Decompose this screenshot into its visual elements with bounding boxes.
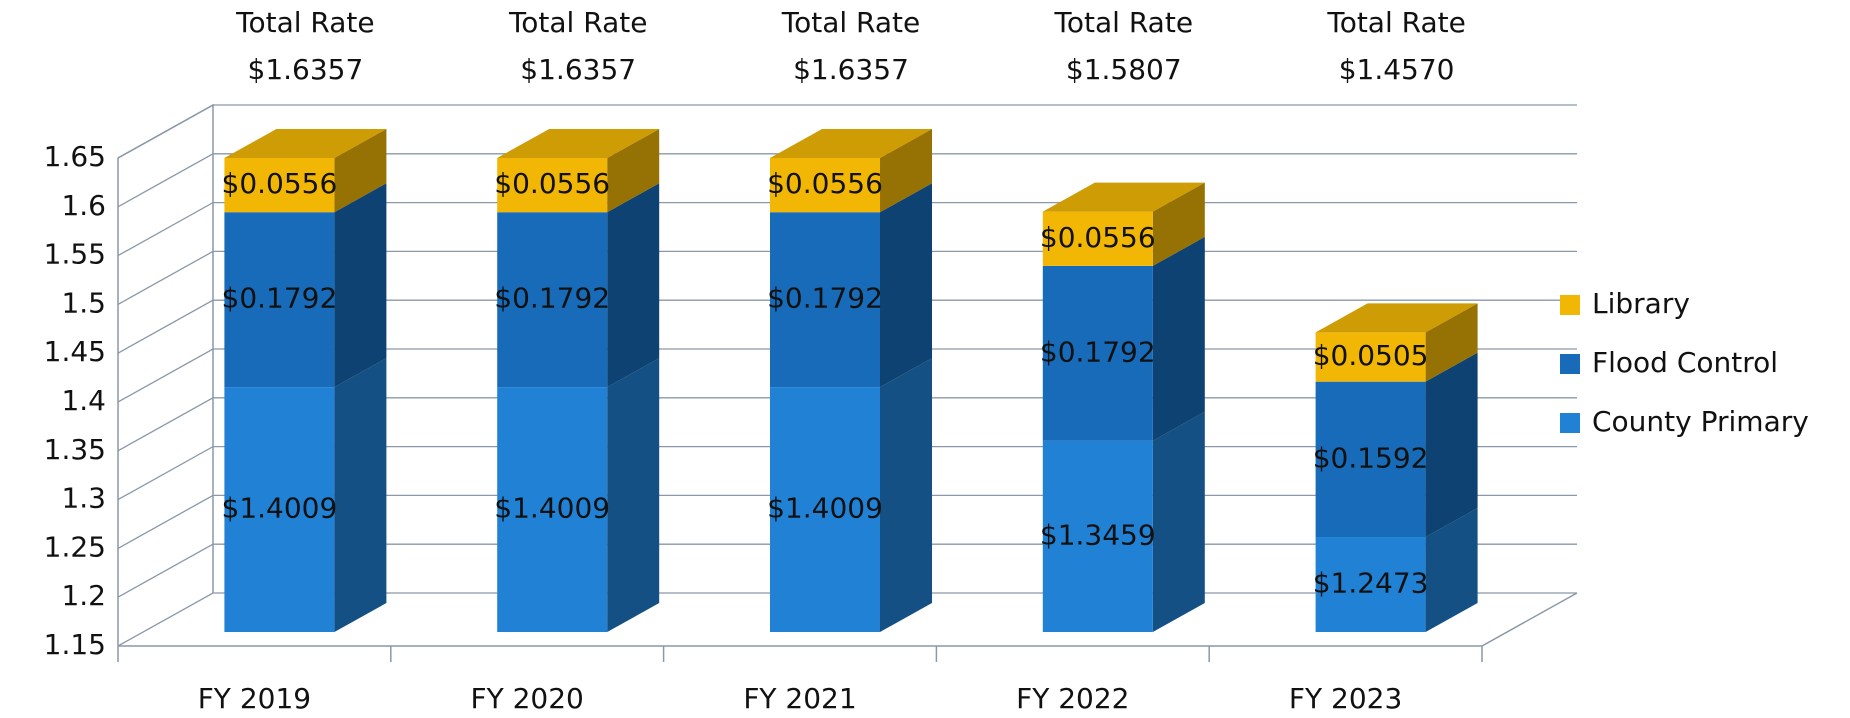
total-value: $1.4570 bbox=[1339, 53, 1455, 86]
total-value: $1.6357 bbox=[793, 53, 909, 86]
y-tick-label: 1.6 bbox=[61, 189, 106, 222]
value-label: $0.1792 bbox=[767, 282, 883, 315]
bar-side bbox=[334, 183, 387, 388]
y-tick-label: 1.3 bbox=[61, 482, 106, 515]
legend-label: County Primary bbox=[1592, 405, 1809, 438]
bar-top bbox=[497, 128, 660, 158]
bar-front bbox=[1042, 211, 1153, 266]
bar-side bbox=[1425, 508, 1478, 632]
y-tick-label: 1.25 bbox=[44, 530, 106, 563]
bar-side bbox=[1425, 303, 1478, 382]
legend-swatch bbox=[1560, 413, 1580, 433]
value-label: $0.1592 bbox=[1313, 441, 1429, 474]
value-label: $1.4009 bbox=[494, 492, 610, 525]
total-label: Total Rate bbox=[235, 6, 375, 39]
bar-side bbox=[607, 183, 660, 388]
value-label: $0.1792 bbox=[494, 282, 610, 315]
total-value: $1.5807 bbox=[1066, 53, 1182, 86]
legend-swatch bbox=[1560, 295, 1580, 315]
bar-front bbox=[497, 212, 608, 388]
x-tick-label: FY 2021 bbox=[743, 682, 856, 715]
y-tick-label: 1.15 bbox=[44, 628, 106, 661]
x-tick-label: FY 2020 bbox=[471, 682, 584, 715]
total-label: Total Rate bbox=[1326, 6, 1466, 39]
value-label: $1.4009 bbox=[767, 492, 883, 525]
bar-side bbox=[1152, 236, 1205, 441]
bar-top bbox=[1315, 303, 1478, 333]
total-value: $1.6357 bbox=[248, 53, 364, 86]
bar-top bbox=[1042, 182, 1205, 212]
value-label: $0.1792 bbox=[1040, 335, 1156, 368]
bar-front bbox=[770, 387, 880, 632]
bar-side bbox=[880, 183, 932, 388]
y-tick-label: 1.5 bbox=[61, 286, 106, 319]
x-tick-label: FY 2023 bbox=[1289, 682, 1402, 715]
back-wall-edge bbox=[117, 103, 214, 593]
x-tick-label: FY 2019 bbox=[198, 682, 311, 715]
bar-side bbox=[880, 358, 932, 632]
value-label: $0.0556 bbox=[494, 167, 610, 200]
bar-side bbox=[1425, 352, 1478, 538]
value-label: $1.4009 bbox=[222, 492, 338, 525]
bar-front bbox=[1315, 381, 1426, 538]
legend-label: Library bbox=[1592, 287, 1690, 320]
bar-front bbox=[1315, 537, 1426, 632]
total-value: $1.6357 bbox=[520, 53, 636, 86]
bar-front bbox=[497, 387, 608, 632]
bar-front bbox=[1042, 440, 1153, 632]
bar-front bbox=[1315, 332, 1426, 382]
total-label: Total Rate bbox=[508, 6, 648, 39]
bar-side bbox=[607, 128, 660, 213]
bar-front bbox=[224, 387, 335, 632]
value-label: $1.2473 bbox=[1313, 567, 1429, 600]
bar-front bbox=[770, 157, 880, 213]
x-tick-label: FY 2022 bbox=[1016, 682, 1129, 715]
bar-front bbox=[770, 212, 880, 388]
value-label: $1.3459 bbox=[1040, 518, 1156, 551]
legend-swatch bbox=[1560, 354, 1580, 374]
y-tick-label: 1.65 bbox=[44, 140, 106, 173]
value-label: $0.0505 bbox=[1313, 339, 1429, 372]
y-tick-label: 1.55 bbox=[44, 238, 106, 271]
bar-side bbox=[880, 128, 932, 213]
bar-front bbox=[497, 157, 608, 213]
bar-side bbox=[1152, 182, 1205, 266]
y-tick-label: 1.35 bbox=[44, 433, 106, 466]
grid-line bbox=[117, 104, 1577, 159]
total-label: Total Rate bbox=[781, 6, 921, 39]
value-label: $0.0556 bbox=[222, 167, 338, 200]
bar-side bbox=[334, 358, 387, 632]
grid-line bbox=[117, 153, 1577, 208]
bar-front bbox=[224, 157, 335, 213]
y-tick-label: 1.2 bbox=[61, 579, 106, 612]
y-tick-label: 1.45 bbox=[44, 335, 106, 368]
value-label: $0.1792 bbox=[222, 282, 338, 315]
bar-front bbox=[1042, 265, 1153, 441]
bar-top bbox=[224, 128, 387, 158]
value-label: $0.0556 bbox=[767, 167, 883, 200]
legend-label: Flood Control bbox=[1592, 346, 1778, 379]
bar-side bbox=[334, 128, 387, 213]
bar-side bbox=[1152, 411, 1205, 632]
bar-side bbox=[607, 358, 660, 632]
value-label: $0.0556 bbox=[1040, 221, 1156, 254]
total-label: Total Rate bbox=[1054, 6, 1194, 39]
bar-top bbox=[770, 128, 932, 158]
bar-front bbox=[224, 212, 335, 388]
y-tick-label: 1.4 bbox=[61, 384, 106, 417]
